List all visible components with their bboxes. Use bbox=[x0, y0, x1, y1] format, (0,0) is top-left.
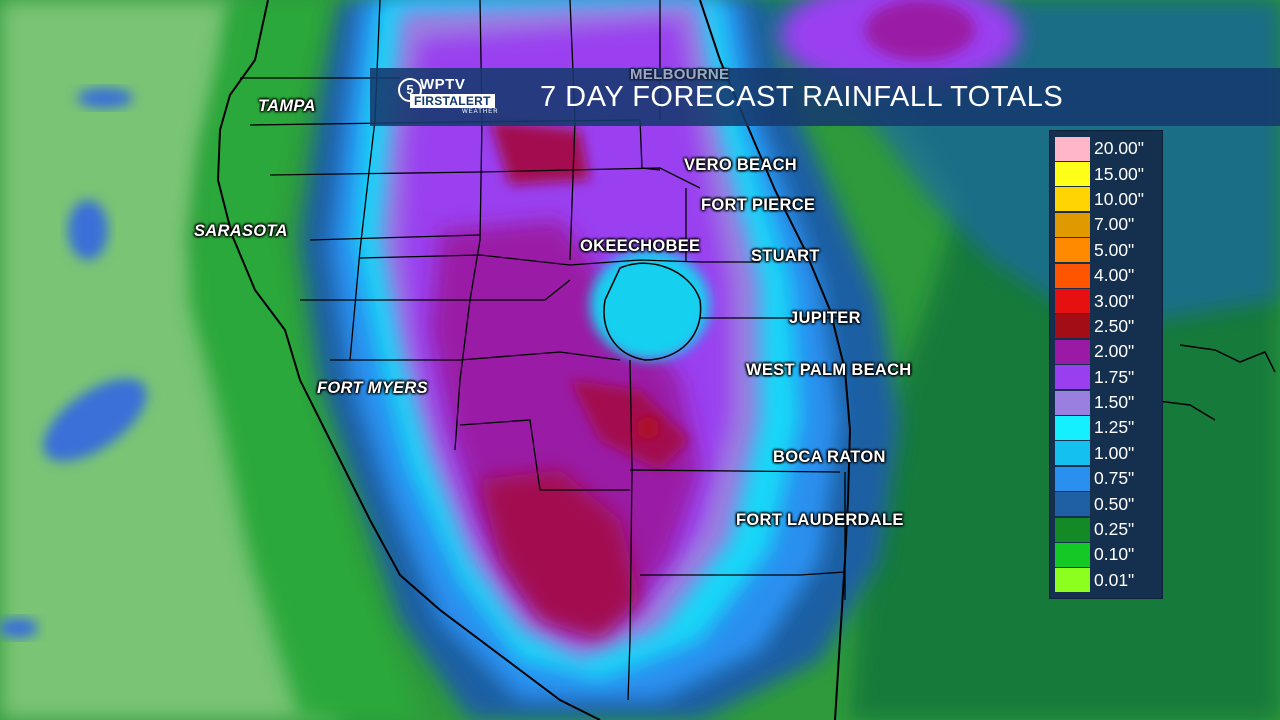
legend-swatch bbox=[1055, 517, 1090, 542]
legend-row: 15.00" bbox=[1050, 161, 1162, 187]
legend-label: 0.01" bbox=[1094, 569, 1135, 590]
legend-label: 15.00" bbox=[1094, 163, 1145, 184]
legend-label: 0.25" bbox=[1094, 519, 1135, 540]
legend-row: 1.50" bbox=[1050, 390, 1162, 415]
legend-label: 4.00" bbox=[1094, 265, 1135, 286]
city-label-fort-pierce: FORT PIERCE bbox=[701, 196, 816, 214]
city-label-vero-beach: VERO BEACH bbox=[684, 156, 798, 174]
legend-label: 7.00" bbox=[1094, 214, 1135, 235]
legend-row: 0.75" bbox=[1050, 466, 1162, 491]
city-label-jupiter: JUPITER bbox=[789, 309, 861, 327]
gulf-rain-blob-1 bbox=[43, 378, 147, 462]
legend-row: 0.01" bbox=[1050, 568, 1162, 593]
legend-row: 7.00" bbox=[1050, 212, 1162, 237]
legend-swatch bbox=[1055, 466, 1090, 491]
legend-swatch bbox=[1055, 415, 1090, 440]
bahamas-outline bbox=[1149, 344, 1276, 421]
legend-swatch bbox=[1055, 492, 1090, 517]
legend-label: 0.75" bbox=[1094, 468, 1135, 489]
gulf-rain-blob-4 bbox=[0, 618, 38, 638]
legend-label: 10.00" bbox=[1094, 188, 1145, 209]
legend-swatch bbox=[1055, 289, 1090, 314]
logo-weather: WEATHER bbox=[462, 109, 499, 115]
legend-swatch bbox=[1055, 568, 1090, 593]
wptv-logo-icon: 5 WPTV FIRSTALERT WEATHER bbox=[394, 68, 540, 126]
legend-row: 0.50" bbox=[1050, 491, 1162, 517]
city-label-fort-lauderdale: FORT LAUDERDALE bbox=[736, 511, 904, 529]
rain-250a bbox=[480, 470, 640, 640]
city-label-fort-myers: FORT MYERS bbox=[317, 379, 428, 397]
gulf-rain-blob-2 bbox=[68, 200, 108, 260]
title-bar: 5 WPTV FIRSTALERT WEATHER 7 DAY FORECAST… bbox=[370, 68, 1280, 126]
legend-swatch bbox=[1055, 136, 1090, 161]
city-label-sarasota: SARASOTA bbox=[194, 222, 288, 240]
legend-swatch bbox=[1055, 441, 1090, 466]
city-label-melbourne: MELBOURNE bbox=[630, 66, 730, 83]
lake-okeechobee-rain bbox=[590, 250, 710, 360]
legend-label: 1.00" bbox=[1094, 442, 1135, 463]
legend-label: 0.10" bbox=[1094, 544, 1135, 565]
legend-label: 20.00" bbox=[1094, 138, 1145, 159]
legend-swatch bbox=[1055, 339, 1090, 364]
rain-250c bbox=[490, 120, 590, 185]
legend-row: 4.00" bbox=[1050, 263, 1162, 288]
rainfall-legend: 20.00" 15.00" 10.00" 7.00" 5.00" 4.00" 3.00" 2.… bbox=[1049, 130, 1163, 600]
logo-brand: WPTV bbox=[420, 76, 466, 93]
city-label-okeechobee: OKEECHOBEE bbox=[580, 237, 701, 255]
legend-row: 20.00" bbox=[1050, 136, 1162, 161]
legend-swatch bbox=[1055, 238, 1090, 263]
legend-row: 2.00" bbox=[1050, 339, 1162, 364]
legend-swatch bbox=[1055, 263, 1090, 288]
legend-swatch bbox=[1055, 187, 1090, 212]
lake-okeechobee-outline bbox=[603, 262, 702, 361]
legend-row: 1.75" bbox=[1050, 365, 1162, 390]
gulf-green-band bbox=[190, 0, 420, 720]
legend-row: 5.00" bbox=[1050, 238, 1162, 263]
legend-swatch bbox=[1055, 365, 1090, 390]
legend-row: 3.00" bbox=[1050, 288, 1162, 314]
legend-label: 1.75" bbox=[1094, 366, 1135, 387]
legend-label: 2.00" bbox=[1094, 341, 1135, 362]
legend-row: 0.25" bbox=[1050, 517, 1162, 542]
west-coastline bbox=[216, 0, 601, 720]
rain-north-atlantic-core bbox=[865, 0, 975, 60]
legend-swatch bbox=[1055, 212, 1090, 237]
gulf-rain-blob-3 bbox=[77, 88, 133, 108]
rain-300-spot bbox=[637, 417, 659, 439]
legend-label: 1.25" bbox=[1094, 417, 1135, 438]
legend-label: 2.50" bbox=[1094, 315, 1135, 336]
legend-label: 3.00" bbox=[1094, 290, 1135, 311]
legend-row: 1.00" bbox=[1050, 441, 1162, 466]
legend-row: 10.00" bbox=[1050, 187, 1162, 212]
legend-label: 1.50" bbox=[1094, 392, 1135, 413]
page-title: 7 DAY FORECAST RAINFALL TOTALS bbox=[540, 80, 1064, 113]
legend-row: 2.50" bbox=[1050, 314, 1162, 339]
legend-swatch bbox=[1055, 162, 1090, 187]
legend-swatch bbox=[1055, 314, 1090, 339]
legend-swatch bbox=[1055, 390, 1090, 415]
city-label-boca-raton: BOCA RATON bbox=[773, 448, 886, 466]
city-label-tampa: TAMPA bbox=[258, 97, 316, 115]
legend-label: 0.50" bbox=[1094, 493, 1135, 514]
city-label-west-palm-beach: WEST PALM BEACH bbox=[746, 361, 912, 379]
logo-first-alert: FIRSTALERT bbox=[410, 94, 495, 108]
rain-250b bbox=[570, 380, 690, 470]
legend-label: 5.00" bbox=[1094, 239, 1135, 260]
legend-row: 1.25" bbox=[1050, 415, 1162, 440]
city-label-stuart: STUART bbox=[751, 247, 820, 265]
legend-row: 0.10" bbox=[1050, 542, 1162, 567]
legend-swatch bbox=[1055, 542, 1090, 567]
